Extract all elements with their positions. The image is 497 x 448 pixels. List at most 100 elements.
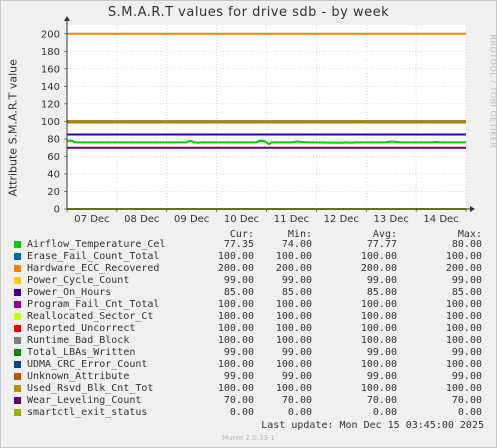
axes: [64, 16, 475, 212]
legend-value-min: 70.00: [281, 395, 312, 406]
legend-row: Erase_Fail_Count_Total 100.00 100.00 100.00…: [0, 251, 497, 263]
legend-value-min: 99.00: [281, 347, 312, 358]
legend-value-max: 100.00: [445, 311, 482, 322]
legend-swatch: [14, 253, 21, 260]
legend-swatch: [14, 313, 21, 320]
x-tick-label: 13 Dec: [374, 214, 409, 225]
legend-value-max: 99.00: [451, 371, 482, 382]
chart-title: S.M.A.R.T values for drive sdb - by week: [107, 5, 390, 20]
legend-value-cur: 99.00: [223, 371, 254, 382]
legend-value-avg: 100.00: [360, 251, 397, 262]
y-tick-label: 20: [47, 187, 60, 198]
legend-value-avg: 100.00: [360, 335, 397, 346]
legend-value-max: 100.00: [445, 383, 482, 394]
chart-area: 0 20 40 60 80 100 120 140 160 180 200 07 Dec 08 Dec…: [41, 16, 475, 225]
y-tick-label: 80: [47, 134, 60, 145]
y-tick-label: 160: [41, 64, 60, 75]
legend-series-name: Program_Fail_Cnt_Total: [27, 299, 160, 310]
legend-value-max: 70.00: [451, 395, 482, 406]
legend-value-max: 85.00: [451, 287, 482, 298]
legend-series-name: Runtime_Bad_Block: [27, 335, 130, 346]
legend-value-cur: 85.00: [223, 287, 254, 298]
legend-value-avg: 99.00: [366, 347, 397, 358]
legend-value-cur: 70.00: [223, 395, 254, 406]
series-line-airflow-temperature-cel: [67, 139, 466, 146]
legend-series-name: Wear_Leveling_Count: [27, 395, 142, 406]
legend-header-min: Min:: [287, 229, 312, 240]
legend-value-avg: 100.00: [360, 323, 397, 334]
legend-swatch: [14, 385, 21, 392]
legend-row: Total_LBAs_Written 99.00 99.00 99.00 99.00: [0, 347, 497, 359]
legend-value-avg: 100.00: [360, 299, 397, 310]
legend-value-cur: 99.00: [223, 347, 254, 358]
legend-value-cur: 100.00: [217, 323, 254, 334]
legend-value-cur: 100.00: [217, 311, 254, 322]
y-tick-label: 140: [41, 82, 60, 93]
legend-series-name: Reallocated_Sector_Ct: [27, 311, 154, 322]
legend-row: Power_Cycle_Count 99.00 99.00 99.00 99.00: [0, 275, 497, 287]
legend-swatch: [14, 325, 21, 332]
legend-value-avg: 99.00: [366, 371, 397, 382]
legend-series-name: Total_LBAs_Written: [27, 347, 136, 358]
legend-value-avg: 99.00: [366, 275, 397, 286]
y-axis-arrow: [64, 16, 70, 21]
legend-swatch: [14, 397, 21, 404]
legend-value-min: 99.00: [281, 275, 312, 286]
legend-value-min: 100.00: [275, 251, 312, 262]
last-update: Last update: Mon Dec 15 03:45:00 2025: [261, 420, 484, 431]
legend-row: Reported_Uncorrect 100.00 100.00 100.00 100.…: [0, 323, 497, 335]
legend-swatch: [14, 361, 21, 368]
legend-series-name: Reported_Uncorrect: [27, 323, 136, 334]
legend-value-max: 100.00: [445, 299, 482, 310]
legend-series-name: Hardware_ECC_Recovered: [27, 263, 160, 274]
legend-value-min: 85.00: [281, 287, 312, 298]
x-tick-label: 12 Dec: [324, 214, 359, 225]
legend-swatch: [14, 265, 21, 272]
legend-value-min: 100.00: [275, 299, 312, 310]
legend-value-max: 200.00: [445, 263, 482, 274]
legend-value-avg: 77.77: [366, 239, 397, 250]
legend-row: Program_Fail_Cnt_Total 100.00 100.00 100.00…: [0, 299, 497, 311]
legend-value-cur: 200.00: [217, 263, 254, 274]
legend-value-max: 100.00: [445, 335, 482, 346]
legend-series-name: Unknown_Attribute: [27, 371, 130, 382]
legend-value-min: 200.00: [275, 263, 312, 274]
legend-value-min: 100.00: [275, 335, 312, 346]
x-tick-label: 08 Dec: [124, 214, 159, 225]
legend-value-cur: 100.00: [217, 251, 254, 262]
y-tick-label: 180: [41, 47, 60, 58]
legend-swatch: [14, 409, 21, 416]
legend-series-name: Airflow_Temperature_Cel: [27, 239, 166, 250]
y-tick-label: 100: [41, 117, 60, 128]
legend-value-cur: 77.35: [223, 239, 254, 250]
legend-value-cur: 100.00: [217, 299, 254, 310]
legend-header-cur: Cur:: [229, 229, 254, 240]
y-tick-label: 200: [41, 29, 60, 40]
legend-series-name: Erase_Fail_Count_Total: [27, 251, 160, 262]
legend-value-min: 0.00: [287, 407, 312, 418]
legend-value-avg: 100.00: [360, 311, 397, 322]
legend-row: Airflow_Temperature_Cel 77.35 74.00 77.77 80…: [0, 239, 497, 251]
legend-row: Wear_Leveling_Count 70.00 70.00 70.00 70.00: [0, 395, 497, 407]
legend-value-cur: 100.00: [217, 359, 254, 370]
y-tick-label: 120: [41, 99, 60, 110]
legend-swatch: [14, 337, 21, 344]
legend-value-cur: 100.00: [217, 383, 254, 394]
legend-value-avg: 200.00: [360, 263, 397, 274]
legend-series-name: smartctl_exit_status: [27, 407, 148, 418]
legend-series-name: Power_Cycle_Count: [27, 275, 130, 286]
legend-row: Power_On_Hours 85.00 85.00 85.00 85.00: [0, 287, 497, 299]
legend-value-max: 100.00: [445, 251, 482, 262]
x-tick-label: 10 Dec: [224, 214, 259, 225]
series-lines: [67, 32, 466, 210]
legend-swatch: [14, 301, 21, 308]
x-tick-label: 09 Dec: [174, 214, 209, 225]
legend-value-avg: 0.00: [372, 407, 397, 418]
legend-value-min: 100.00: [275, 359, 312, 370]
legend-value-min: 100.00: [275, 323, 312, 334]
legend-value-cur: 100.00: [217, 335, 254, 346]
x-tick-label: 07 Dec: [74, 214, 109, 225]
x-tick-label: 14 Dec: [423, 214, 458, 225]
legend-value-min: 74.00: [281, 239, 312, 250]
legend-series-name: Power_On_Hours: [27, 287, 112, 298]
